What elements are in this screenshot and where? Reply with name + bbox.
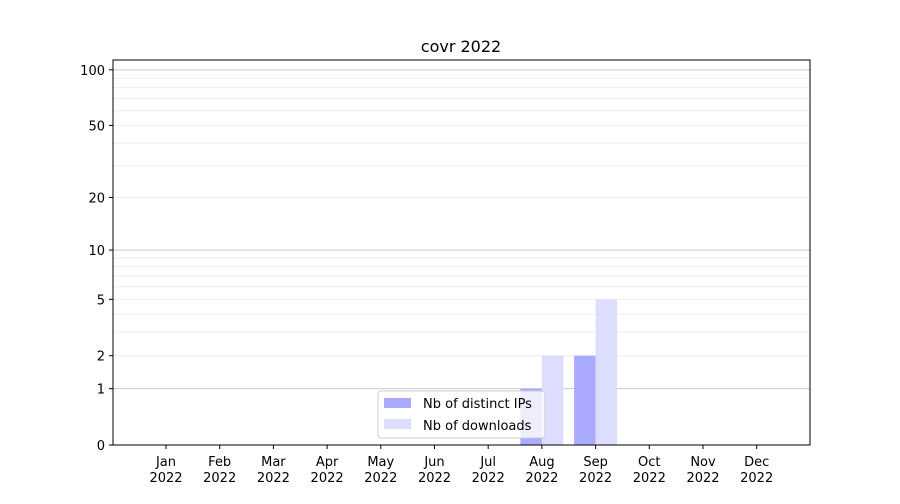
x-tick-label-year: 2022 <box>686 471 719 486</box>
plot-frame <box>112 59 811 446</box>
x-tick-label-month: Jan <box>155 455 176 470</box>
y-tick-label: 50 <box>88 119 105 134</box>
x-tick-label-year: 2022 <box>418 471 451 486</box>
y-tick-label: 0 <box>97 439 105 454</box>
x-tick-label-year: 2022 <box>472 471 505 486</box>
x-tick-label-month: Mar <box>261 455 286 470</box>
x-tick-label-year: 2022 <box>364 471 397 486</box>
y-tick-label: 20 <box>88 192 105 207</box>
x-tick-label-year: 2022 <box>525 471 558 486</box>
y-tick-label: 5 <box>97 293 105 308</box>
x-tick-label-year: 2022 <box>633 471 666 486</box>
y-tick-label: 2 <box>97 350 105 365</box>
y-tick-label: 100 <box>80 64 105 79</box>
x-tick-label-year: 2022 <box>149 471 182 486</box>
x-tick-label-month: Aug <box>529 455 554 470</box>
x-tick-label-month: Apr <box>316 455 339 470</box>
x-tick-label-year: 2022 <box>257 471 290 486</box>
x-tick-label-year: 2022 <box>740 471 773 486</box>
y-tick-label: 1 <box>97 383 105 398</box>
x-tick-label-year: 2022 <box>311 471 344 486</box>
chart-title: covr 2022 <box>421 37 501 56</box>
x-tick-label-year: 2022 <box>203 471 236 486</box>
y-tick-label: 10 <box>88 244 105 259</box>
x-tick-label-month: Sep <box>583 455 608 470</box>
x-tick-label-month: Oct <box>638 455 660 470</box>
bar-distinct-ips <box>574 355 596 445</box>
legend: Nb of distinct IPs Nb of downloads <box>377 390 546 439</box>
x-tick-label-year: 2022 <box>579 471 612 486</box>
bar-downloads <box>541 355 564 445</box>
x-tick-label-month: Dec <box>744 455 769 470</box>
x-tick-label-month: Jul <box>479 455 496 470</box>
x-tick-label-month: Feb <box>208 455 231 470</box>
bar-downloads <box>595 299 618 445</box>
legend-swatch-downloads <box>384 419 411 429</box>
x-tick-label-month: Nov <box>690 455 716 470</box>
legend-swatch-distinct-ips <box>384 398 411 408</box>
x-tick-label-month: May <box>367 455 394 470</box>
legend-label-distinct-ips: Nb of distinct IPs <box>423 397 532 412</box>
legend-label-downloads: Nb of downloads <box>423 419 532 434</box>
legend-box <box>377 390 546 439</box>
x-tick-label-month: Jun <box>423 455 444 470</box>
